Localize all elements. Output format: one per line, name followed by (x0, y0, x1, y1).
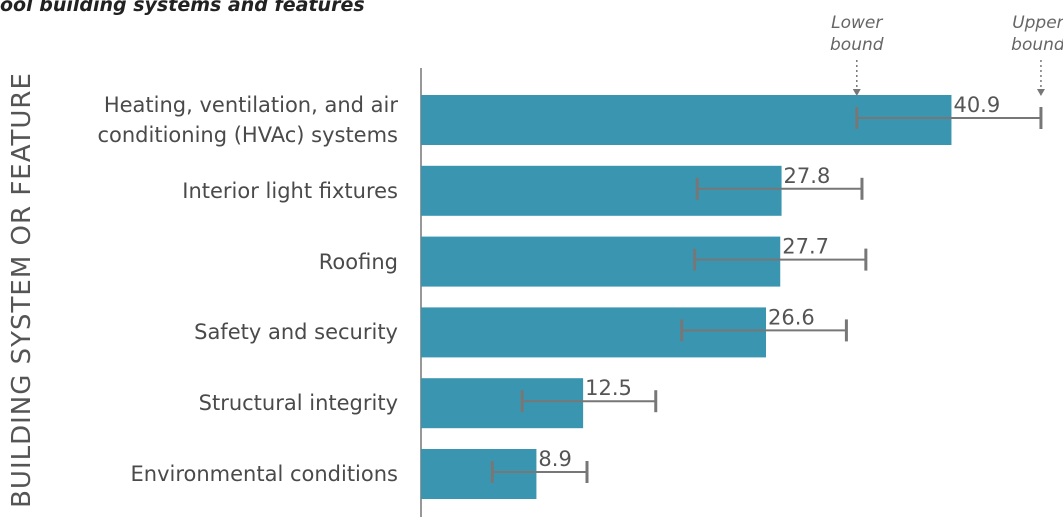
value-label: 27.7 (782, 235, 829, 259)
value-label: 12.5 (585, 376, 632, 400)
bar (421, 236, 781, 287)
y-tick-label: Interior light fixtures (182, 178, 398, 203)
y-tick-label: Environmental conditions (130, 462, 398, 486)
y-tick-label: Heating, ventilation, and air conditioni… (97, 93, 398, 147)
value-label: 8.9 (538, 447, 571, 471)
value-label: 26.6 (768, 305, 815, 329)
value-label: 27.8 (784, 164, 831, 188)
y-tick-label: Roofing (318, 249, 398, 274)
y-tick-label: Structural integrity (198, 391, 398, 416)
bar (421, 449, 537, 499)
bar (421, 378, 584, 429)
annotation: Lower bound (830, 13, 884, 55)
y-tick-label: Safety and security (194, 320, 398, 345)
annotation: Upper bound (1011, 13, 1063, 55)
bar (421, 95, 952, 145)
arrow-head (1036, 89, 1045, 96)
chart-title: ool building systems and features (0, 0, 365, 16)
value-label: 40.9 (953, 93, 1000, 117)
bar (421, 165, 782, 216)
bar (421, 307, 766, 358)
arrow-head (852, 89, 861, 96)
